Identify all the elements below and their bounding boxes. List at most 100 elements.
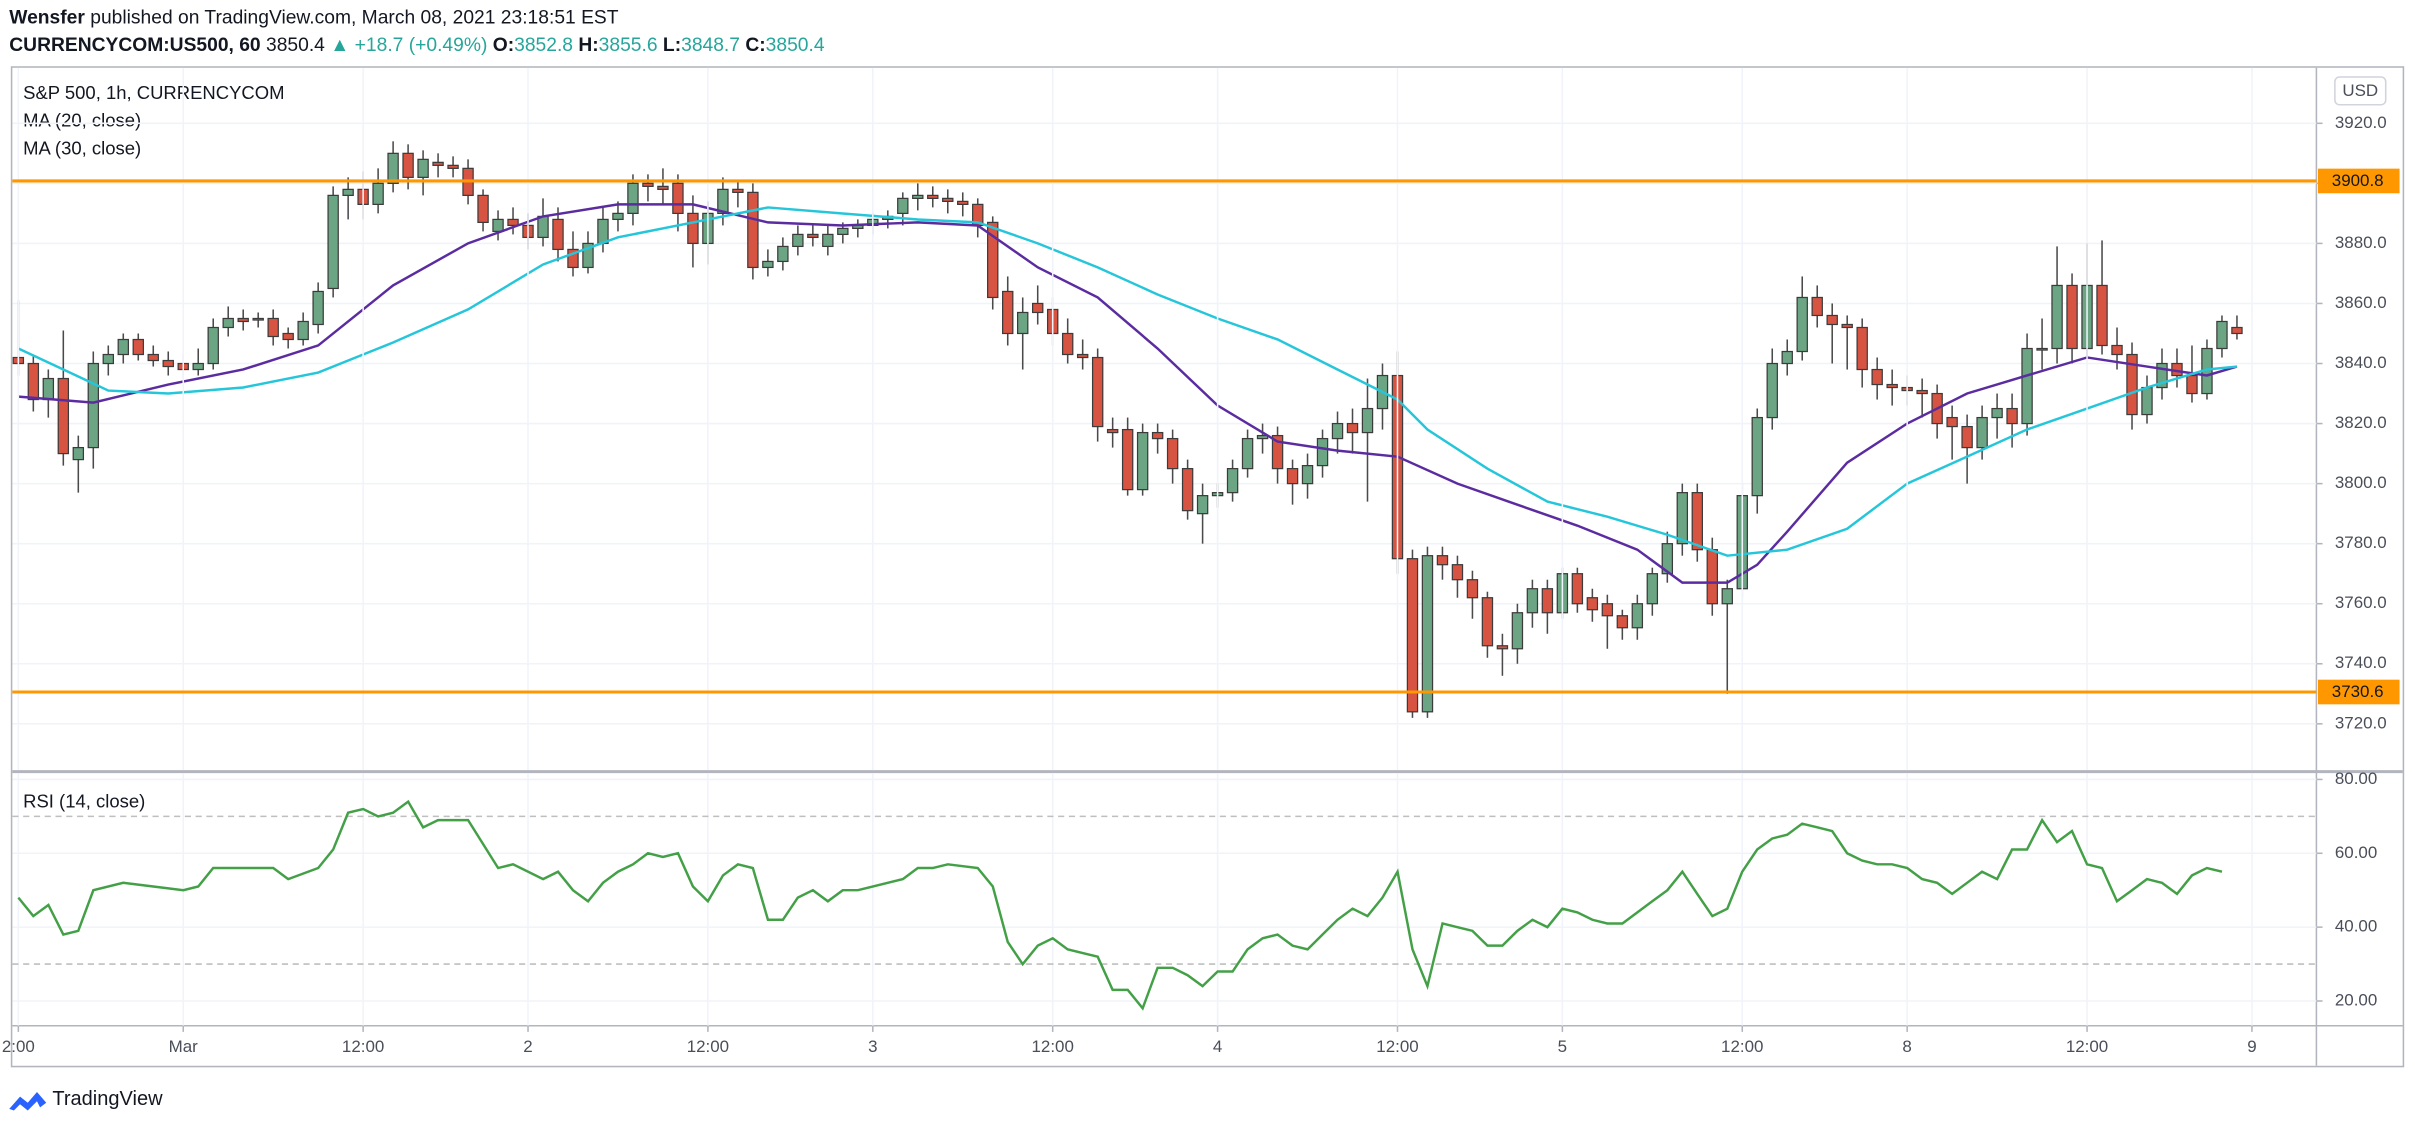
- candle-body: [1526, 588, 1539, 614]
- ma30-legend: MA (30, close): [23, 137, 141, 158]
- candle-body: [1017, 311, 1029, 335]
- candle-body: [312, 290, 324, 326]
- candle-body: [657, 185, 669, 190]
- candle-body: [2051, 284, 2063, 350]
- candle-body: [2156, 362, 2168, 389]
- y-tick-label: 3760.0: [2335, 593, 2387, 612]
- x-tick-label: 8: [1902, 1037, 1911, 1056]
- quote-line: CURRENCYCOM:US500, 60 3850.4 ▲ +18.7 (+0…: [9, 35, 825, 56]
- candle-body: [1256, 434, 1269, 440]
- candle-body: [1646, 573, 1659, 605]
- candle-body: [2006, 407, 2018, 425]
- candle-body: [2066, 284, 2078, 350]
- y-tick-label: 3720.0: [2335, 713, 2387, 732]
- candle-body: [1091, 356, 1104, 428]
- candle-body: [567, 248, 579, 269]
- chart-frame: [10, 66, 2405, 1068]
- candle-body: [207, 326, 219, 365]
- x-tick-label: 2: [523, 1037, 532, 1056]
- y-tick-label: 3840.0: [2335, 353, 2387, 372]
- candle-body: [1691, 492, 1704, 551]
- candle-body: [1871, 368, 1883, 386]
- candle-body: [417, 158, 429, 178]
- candle-body: [1706, 549, 1718, 605]
- candle-body: [1541, 588, 1554, 614]
- line: [17, 206, 2238, 557]
- candle-body: [1331, 422, 1344, 440]
- candle-body: [627, 182, 639, 215]
- candle-body: [1076, 353, 1089, 359]
- candle-body: [492, 218, 504, 233]
- candle-body: [1301, 464, 1314, 485]
- candle-body: [1271, 434, 1284, 470]
- currency-box: [2334, 76, 2387, 106]
- line: [18, 203, 2238, 584]
- candle-body: [1226, 467, 1239, 494]
- candle-body: [687, 212, 699, 245]
- candle-body: [1406, 558, 1419, 713]
- price-label-box: [2317, 168, 2400, 194]
- logo-icon: [9, 1091, 47, 1111]
- candle-body: [597, 218, 609, 245]
- candle-body: [1496, 645, 1509, 650]
- candle-body: [342, 188, 354, 196]
- c-label: C:: [745, 35, 765, 56]
- candle-body: [807, 233, 819, 239]
- y-tick-label: 3820.0: [2335, 413, 2387, 432]
- candle-body: [1106, 428, 1119, 434]
- candle-body: [1241, 437, 1254, 470]
- candle-body: [1916, 389, 1928, 395]
- candle-body: [912, 194, 924, 199]
- candle-body: [1766, 362, 1778, 419]
- candle-body: [1436, 555, 1449, 566]
- candle-body: [1856, 326, 1868, 371]
- candle-body: [447, 164, 459, 169]
- candle-body: [2141, 386, 2153, 416]
- candle-body: [2216, 320, 2228, 350]
- close: 3850.4: [766, 35, 825, 56]
- y-tick-label: 3880.0: [2335, 233, 2387, 252]
- candle-body: [1946, 416, 1958, 428]
- candle-body: [387, 152, 399, 184]
- ma20-legend: MA (20, close): [23, 110, 141, 131]
- pane: [12, 773, 2317, 1026]
- candle-body: [582, 242, 594, 269]
- candle-body: [1451, 564, 1464, 581]
- change: ▲ +18.7 (+0.49%): [330, 35, 487, 56]
- x-tick-label: Mar: [169, 1037, 199, 1056]
- x-tick-label: 12:00: [687, 1037, 729, 1056]
- candle-body: [552, 218, 564, 251]
- candle-body: [822, 233, 834, 248]
- candle-body: [297, 320, 309, 341]
- candle-body: [1151, 431, 1164, 440]
- candle-body: [1841, 323, 1853, 329]
- x-tick-label: 3: [868, 1037, 877, 1056]
- candle-body: [897, 197, 909, 215]
- candle-body: [1031, 302, 1044, 314]
- candle-body: [72, 446, 85, 461]
- candle-body: [2126, 353, 2138, 416]
- y-tick-label: 3800.0: [2335, 473, 2387, 492]
- candle-body: [837, 227, 849, 236]
- candle-body: [1196, 495, 1209, 515]
- candle-body: [1751, 416, 1763, 497]
- candle-body: [1976, 416, 1988, 449]
- candle-body: [1616, 615, 1629, 629]
- candle-body: [927, 194, 939, 199]
- symbol: CURRENCYCOM:US500, 60: [9, 35, 260, 56]
- candle-body: [477, 194, 489, 224]
- candle-body: [1886, 383, 1898, 389]
- candle-body: [2036, 347, 2048, 351]
- candle-body: [2231, 326, 2243, 335]
- candle-body: [1781, 350, 1793, 365]
- h-label: H:: [578, 35, 598, 56]
- candle-body: [252, 317, 264, 321]
- published: published on TradingView.com, March 08, …: [90, 8, 619, 29]
- candle-body: [1511, 612, 1524, 650]
- candle-body: [192, 362, 204, 371]
- x-tick-label: 5: [1558, 1037, 1567, 1056]
- x-tick-label: 12:00: [1376, 1037, 1418, 1056]
- candle-body: [132, 338, 144, 356]
